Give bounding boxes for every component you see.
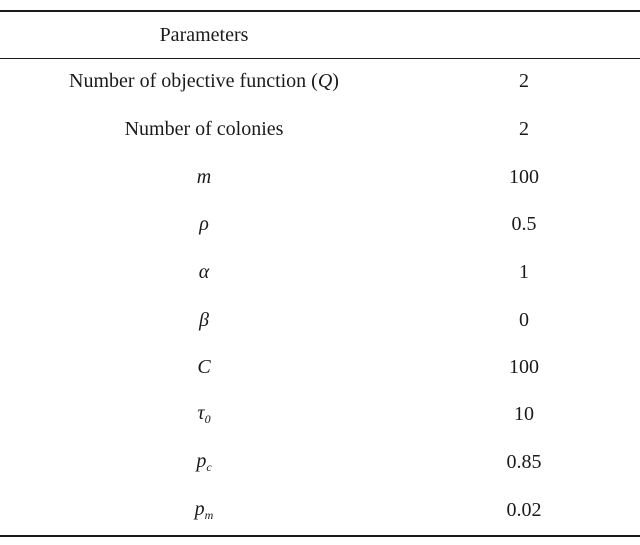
parameter-value: 1 <box>519 260 529 283</box>
parameter-symbol: pc <box>0 450 408 475</box>
table-row: Number of objective function (Q) 2 <box>0 57 640 105</box>
table-row: pm 0.02 <box>0 486 640 534</box>
parameter-symbol: α <box>198 260 210 283</box>
parameter-symbol: β <box>199 308 209 331</box>
parameter-value: 0.85 <box>506 450 542 473</box>
parameter-symbol: τ0 <box>0 402 408 427</box>
table-row: ρ 0.5 <box>0 200 640 248</box>
symbol-base: τ <box>197 401 205 424</box>
table-row: m 100 <box>0 153 640 201</box>
symbol-subscript: c <box>206 459 212 474</box>
parameter-value: 0 <box>519 308 529 331</box>
parameter-name: Number of objective function (Q) <box>0 70 408 93</box>
parameter-text: ) <box>332 69 339 92</box>
table-row: Number of colonies 2 <box>0 105 640 153</box>
parameter-symbol: C <box>197 355 211 378</box>
table-row: C 100 <box>0 343 640 391</box>
table-row: pc 0.85 <box>0 438 640 486</box>
table-top-rule <box>0 10 640 12</box>
parameter-symbol: pm <box>0 498 408 523</box>
parameter-value: 0.5 <box>511 212 537 235</box>
parameter-symbol: m <box>196 165 212 188</box>
parameter-value: 2 <box>519 69 529 92</box>
table-bottom-rule <box>0 535 640 537</box>
parameter-text: Number of objective function ( <box>69 69 318 92</box>
symbol-subscript: m <box>204 507 214 522</box>
table-header-rule <box>0 58 640 59</box>
table-row: τ0 10 <box>0 390 640 438</box>
table-row: α 1 <box>0 248 640 296</box>
parameter-value: 10 <box>514 402 534 425</box>
table-row: β 0 <box>0 296 640 344</box>
symbol-subscript: 0 <box>204 411 211 426</box>
parameter-name: Number of colonies <box>124 117 284 140</box>
symbol-base: p <box>194 497 205 520</box>
parameter-value: 0.02 <box>506 498 542 521</box>
column-header-parameters: Parameters <box>159 23 249 46</box>
parameter-symbol: Q <box>317 69 333 92</box>
parameter-value: 100 <box>509 165 539 188</box>
symbol-base: p <box>196 449 207 472</box>
parameter-value: 2 <box>519 117 529 140</box>
parameter-value: 100 <box>509 355 539 378</box>
parameter-symbol: ρ <box>199 212 209 235</box>
